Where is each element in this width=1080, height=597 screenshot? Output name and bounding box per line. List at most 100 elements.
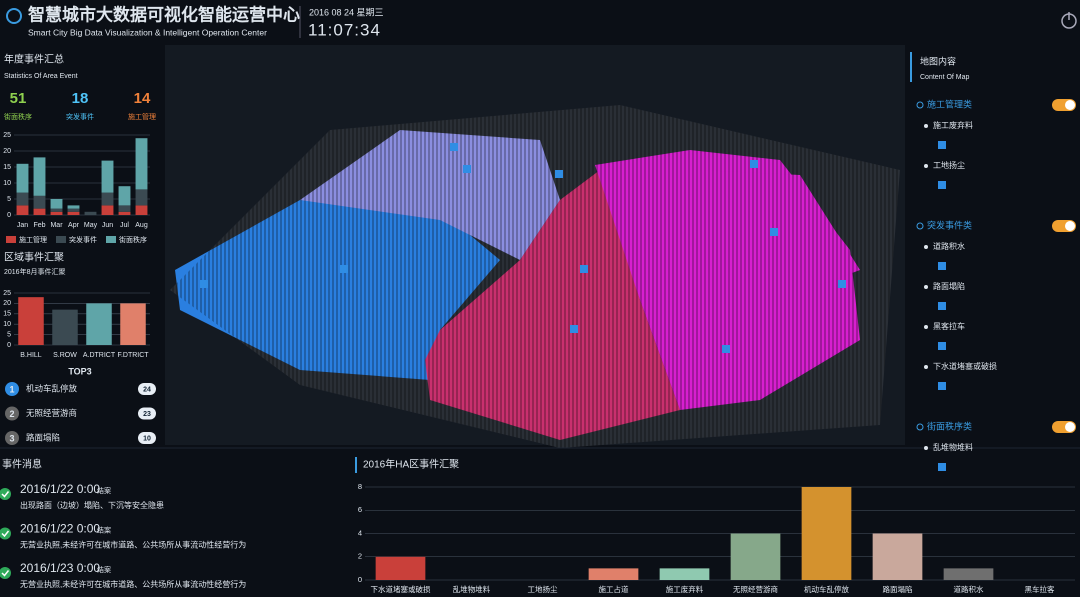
x-tick-label: 道路积水 — [954, 584, 984, 594]
count-pill — [138, 383, 156, 395]
toggle-knob[interactable] — [1065, 422, 1075, 432]
section-title: TOP3 — [68, 366, 91, 376]
message-text: 无营业执照,未经许可在城市道路、公共场所从事流动性经营行为 — [20, 540, 246, 550]
bar — [872, 533, 923, 580]
x-tick-label: Apr — [68, 222, 80, 229]
x-tick-label: 乱堆物堆料 — [453, 584, 491, 594]
bar-segment — [118, 186, 131, 206]
event-count: 23 — [143, 411, 151, 418]
check-mark — [1, 491, 10, 498]
legend-swatch — [106, 236, 116, 243]
map-icon — [580, 265, 588, 273]
item-pin — [924, 124, 928, 128]
x-tick-label: Jun — [102, 222, 113, 229]
y-tick-label: 5 — [7, 196, 11, 203]
layer-item[interactable]: 施工废弃料 — [933, 120, 973, 130]
bar-segment — [16, 163, 29, 193]
title-bar — [910, 52, 912, 82]
bar-segment — [118, 205, 131, 212]
layer-item[interactable]: 工地扬尘 — [933, 160, 965, 170]
x-tick-label: S.ROW — [53, 352, 77, 359]
layer-item[interactable]: 黑客拉车 — [933, 321, 965, 331]
section-subtitle: Statistics Of Area Event — [4, 73, 78, 80]
bar-segment — [84, 211, 97, 215]
message-time: 2016/1/22 0:00 — [20, 482, 100, 496]
bar — [120, 303, 146, 345]
bar — [18, 297, 44, 345]
layer-icon — [938, 302, 946, 310]
toggle-knob[interactable] — [1065, 221, 1075, 231]
layer-item[interactable]: 下水道堵塞或破损 — [933, 361, 997, 371]
y-tick-label: 5 — [7, 331, 11, 338]
map-icon — [838, 280, 846, 288]
y-tick-label: 25 — [3, 290, 11, 297]
bar-segment — [16, 192, 29, 206]
map-icon — [463, 165, 471, 173]
bar — [86, 303, 112, 345]
bar-segment — [101, 192, 114, 206]
layer-icon — [938, 342, 946, 350]
bar — [588, 568, 639, 580]
rank-badge — [5, 382, 19, 396]
event-name: 路面塌陷 — [26, 432, 60, 442]
y-tick-label: 15 — [3, 164, 11, 171]
layer-item[interactable]: 路面塌陷 — [933, 281, 965, 291]
bar — [52, 309, 78, 345]
bar-segment — [101, 205, 114, 215]
count-pill — [138, 432, 156, 444]
map-icon — [340, 265, 348, 273]
x-tick-label: Jul — [120, 222, 129, 229]
power-button[interactable] — [1061, 12, 1077, 29]
event-count: 10 — [143, 435, 151, 442]
clock: 11:07:34 — [308, 20, 381, 39]
map-icon — [200, 280, 208, 288]
app-title: 智慧城市大数据可视化智能运营中心 — [28, 4, 300, 24]
message-status: 结案 — [97, 565, 111, 574]
layer-item[interactable]: 道路积水 — [933, 241, 965, 251]
section-title: 事件消息 — [2, 458, 42, 471]
message-time: 2016/1/23 0:00 — [20, 561, 100, 575]
x-tick-label: Jan — [17, 222, 28, 229]
message-text: 无营业执照,未经许可在城市道路、公共场所从事流动性经营行为 — [20, 579, 246, 589]
x-tick-label: Aug — [135, 222, 148, 229]
layer-item[interactable]: 乱堆物堆料 — [933, 442, 973, 452]
y-tick-label: 0 — [7, 212, 11, 219]
x-tick-label: May — [84, 222, 98, 229]
item-pin — [924, 446, 928, 450]
bar-segment — [118, 211, 131, 215]
legend-swatch — [56, 236, 66, 243]
bar — [730, 533, 781, 580]
toggle-knob[interactable] — [1065, 100, 1075, 110]
x-tick-label: Feb — [33, 222, 45, 229]
stat-value: 14 — [134, 90, 151, 107]
map-icon — [450, 143, 458, 151]
legend-label: 突发事件 — [69, 235, 97, 244]
bar-segment — [33, 195, 46, 209]
message-status: 结案 — [97, 525, 111, 534]
rank-badge — [5, 431, 19, 445]
rank-number: 2 — [9, 409, 14, 419]
check-mark — [1, 530, 10, 538]
bar-segment — [50, 208, 63, 212]
check-icon — [0, 567, 11, 579]
event-count: 24 — [143, 386, 151, 393]
message-status: 结案 — [97, 486, 111, 495]
bar-segment — [50, 199, 63, 209]
item-pin — [924, 285, 928, 289]
bar-segment — [135, 189, 148, 206]
legend-swatch — [6, 236, 16, 243]
bar-segment — [33, 157, 46, 196]
layer-icon — [938, 141, 946, 149]
stat-label: 街面秩序 — [4, 112, 32, 121]
y-tick-label: 0 — [7, 342, 11, 349]
section-subtitle: 2016年8月事件汇聚 — [4, 267, 65, 276]
chart-title: 2016年HA区事件汇聚 — [363, 458, 459, 471]
bar-segment — [67, 205, 80, 209]
item-pin — [924, 164, 928, 168]
x-tick-label: Mar — [50, 222, 63, 229]
y-tick-label: 6 — [358, 505, 362, 514]
layer-icon — [938, 382, 946, 390]
bar-segment — [33, 208, 46, 215]
